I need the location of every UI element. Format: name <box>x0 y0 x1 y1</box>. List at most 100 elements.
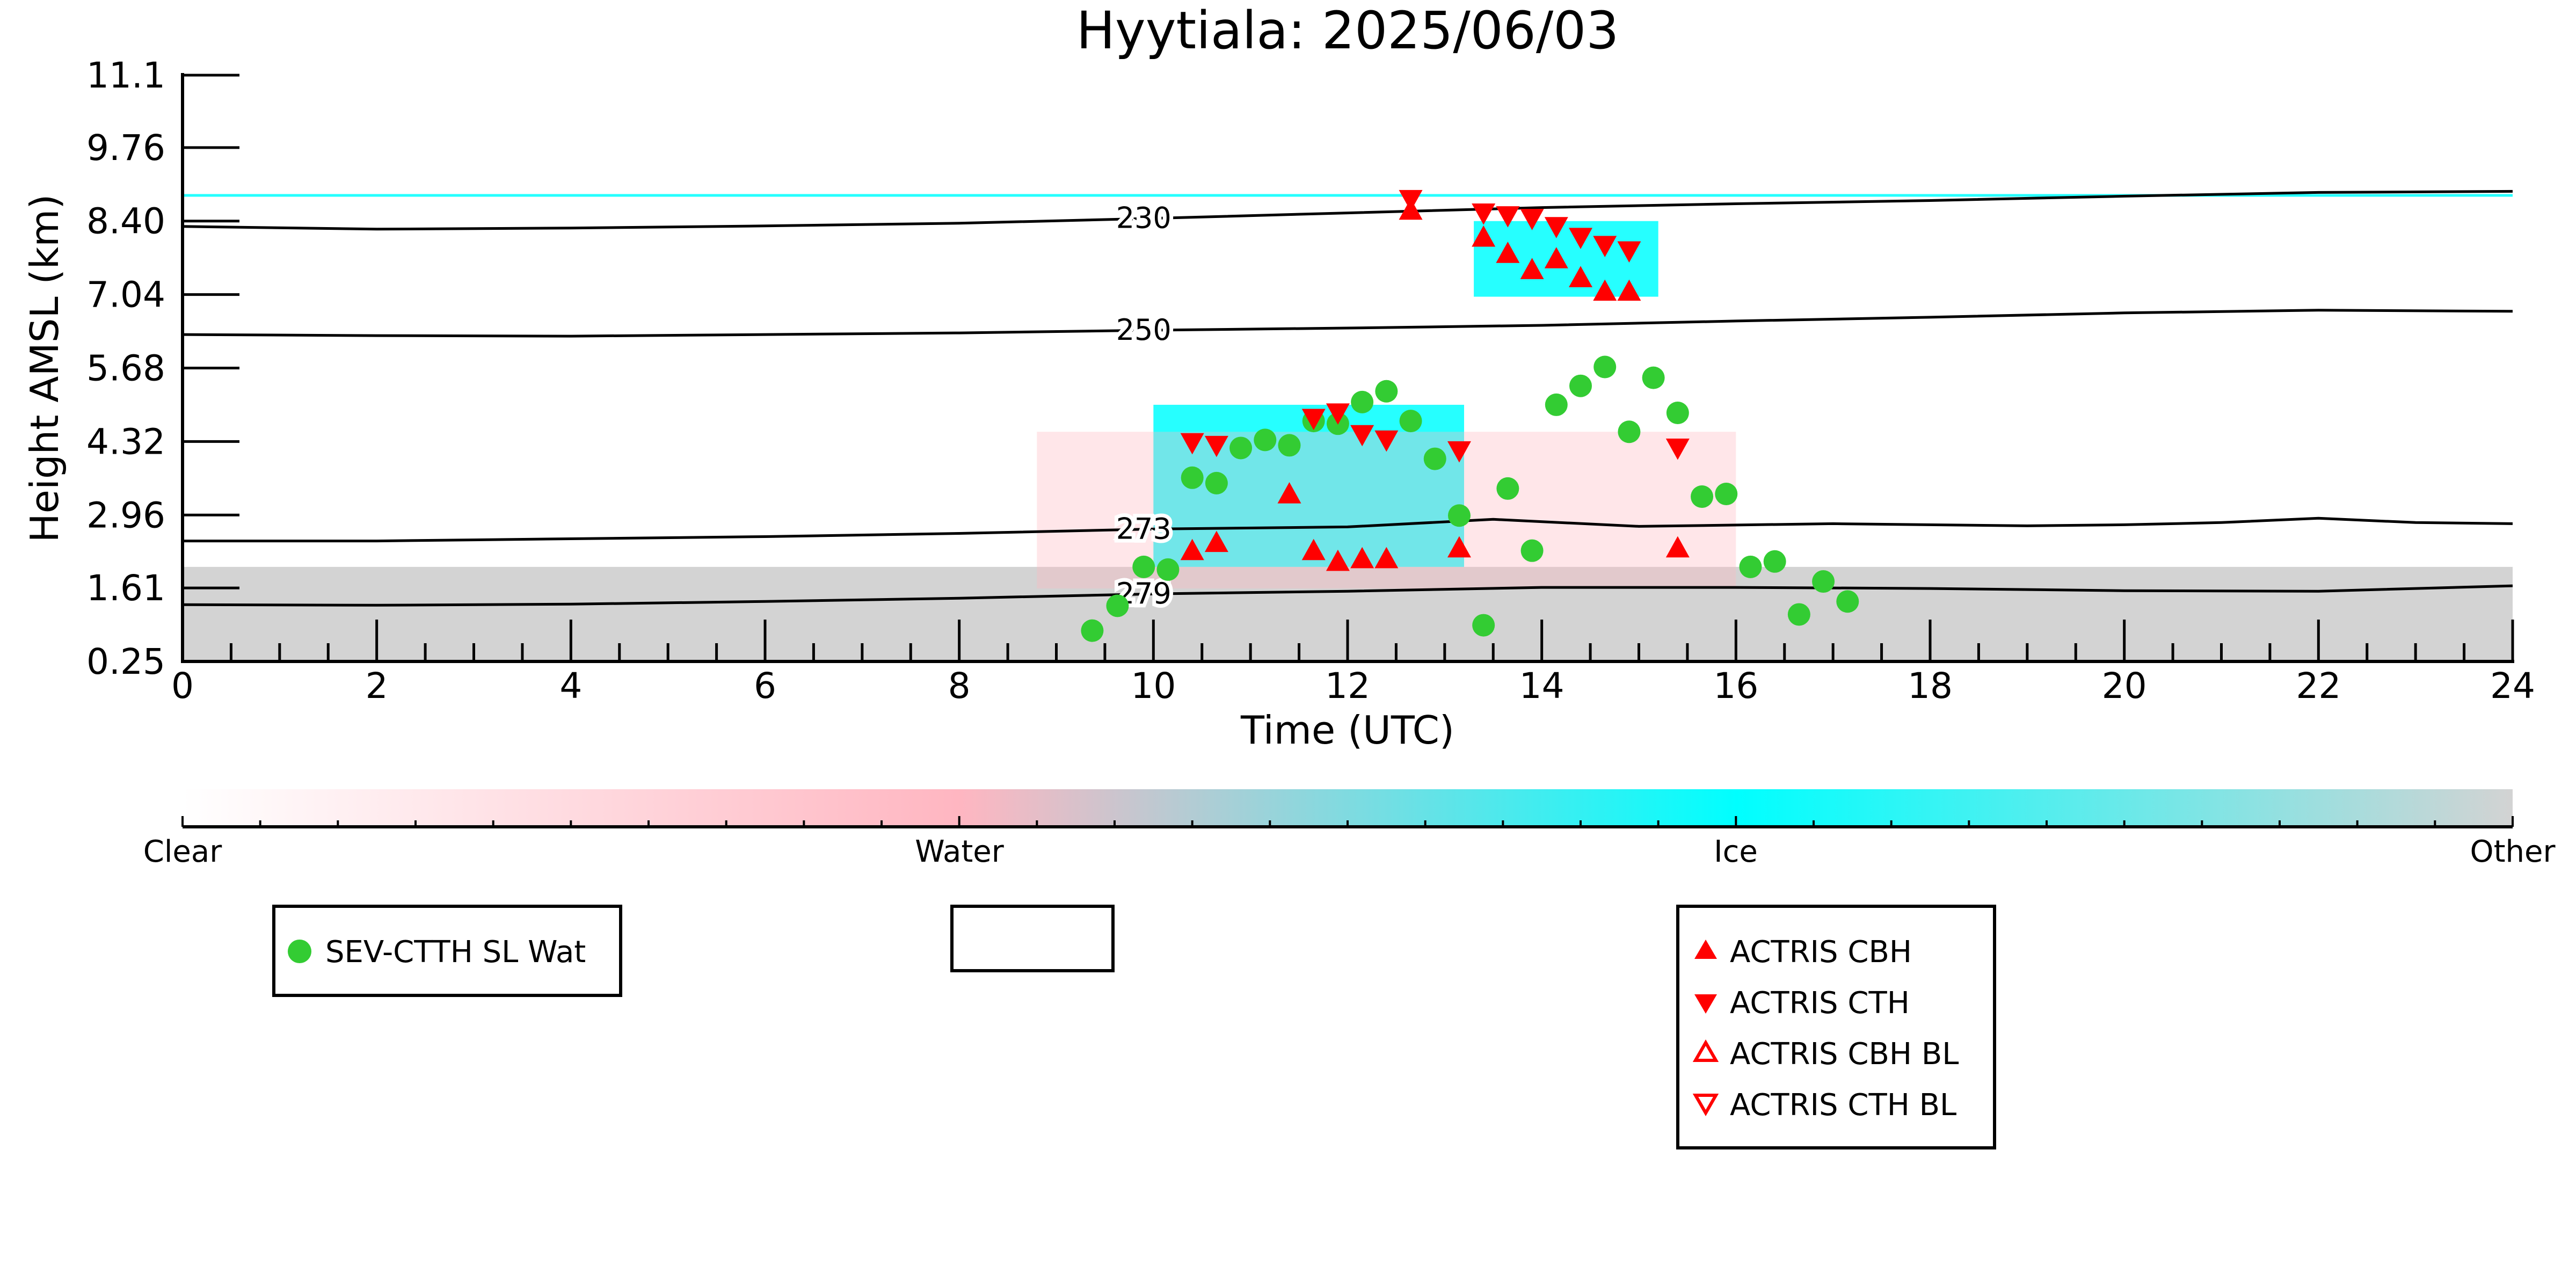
x-tick-label-14: 14 <box>1519 665 1564 707</box>
marker-sev-ctth-sl-wat-11 <box>1351 390 1374 413</box>
marker-sev-ctth-sl-wat-14 <box>1423 447 1446 470</box>
legend-empty <box>950 905 1115 972</box>
colorbar-label-water: Water <box>915 834 1005 869</box>
marker-actris-cth-7 <box>1447 441 1471 463</box>
legend-marker-sev-ctth <box>288 940 311 963</box>
y-tick-label-5: 7.04 <box>86 274 165 316</box>
marker-actris-cth-14 <box>1617 241 1641 263</box>
x-tick-label-12: 12 <box>1325 665 1370 707</box>
marker-sev-ctth-sl-wat-16 <box>1472 614 1495 637</box>
marker-sev-ctth-sl-wat-20 <box>1569 374 1592 397</box>
marker-actris-cth-10 <box>1520 209 1544 230</box>
marker-sev-ctth-sl-wat-18 <box>1520 539 1544 562</box>
y-tick-label-3: 4.32 <box>86 421 165 462</box>
marker-actris-cbh-13 <box>1569 266 1592 288</box>
legend-marker-actris-cth <box>1694 994 1717 1014</box>
marker-sev-ctth-sl-wat-13 <box>1399 410 1422 433</box>
legend-label-actris-cbh-bl: ACTRIS CBH BL <box>1730 1037 1959 1072</box>
marker-actris-cth-4 <box>1350 425 1374 447</box>
y-tick-label-1: 1.61 <box>86 567 165 609</box>
marker-sev-ctth-sl-wat-8 <box>1278 434 1301 457</box>
legend-empty-frame <box>950 905 1115 972</box>
legend-marker-actris-cbh-bl <box>1692 1039 1719 1062</box>
chart-title: Hyytiala: 2025/06/03 <box>1076 1 1619 61</box>
x-tick-label-10: 10 <box>1131 665 1176 707</box>
legend-marker-actris-cbh <box>1694 940 1717 959</box>
colorbar-ticks <box>181 816 2514 827</box>
marker-sev-ctth-sl-wat-5 <box>1205 471 1228 494</box>
marker-sev-ctth-sl-wat-17 <box>1496 477 1519 500</box>
legend-label-actris-cth-bl: ACTRIS CTH BL <box>1730 1088 1956 1123</box>
marker-actris-cbh-3 <box>1301 539 1326 561</box>
contour-label-273: 273 <box>1116 512 1171 545</box>
marker-actris-cbh-2 <box>1277 482 1301 504</box>
marker-actris-cbh-0 <box>1180 539 1204 561</box>
x-tick-label-2: 2 <box>366 665 388 707</box>
x-tick-label-16: 16 <box>1713 665 1758 707</box>
marker-sev-ctth-sl-wat-0 <box>1081 619 1104 642</box>
marker-actris-cth-2 <box>1301 409 1326 431</box>
axes: 0 2 4 6 8 10 12 14 16 18 20 22 240.251.612.964.325.6… <box>86 55 2535 707</box>
marker-actris-cbh-10 <box>1496 242 1520 263</box>
x-tick-label-4: 4 <box>559 665 582 707</box>
marker-actris-cbh-15 <box>1617 279 1641 301</box>
legend-label-actris-cth: ACTRIS CTH <box>1730 986 1910 1021</box>
marker-actris-cbh-5 <box>1350 547 1374 569</box>
marker-actris-cbh-9 <box>1472 225 1496 247</box>
marker-sev-ctth-sl-wat-26 <box>1715 483 1738 505</box>
y-tick-label-2: 2.96 <box>86 494 165 536</box>
marker-sev-ctth-sl-wat-1 <box>1106 594 1129 617</box>
contour-line-273 <box>183 516 2513 543</box>
legend-satellite-frame <box>272 905 622 997</box>
x-tick-label-20: 20 <box>2102 665 2147 707</box>
marker-sev-ctth-sl-wat-31 <box>1836 590 1859 613</box>
legend-actris: ACTRIS CBH ACTRIS CTH ACTRIS CBH BL ACTR… <box>1676 905 1996 1149</box>
marker-sev-ctth-sl-wat-30 <box>1812 570 1835 593</box>
x-tick-label-8: 8 <box>948 665 971 707</box>
marker-sev-ctth-sl-wat-28 <box>1763 550 1786 573</box>
legend-label-actris-cbh: ACTRIS CBH <box>1730 935 1912 970</box>
x-tick-label-22: 22 <box>2296 665 2341 707</box>
marker-actris-cbh-16 <box>1665 536 1690 558</box>
marker-sev-ctth-sl-wat-2 <box>1132 555 1155 578</box>
marker-actris-cbh-6 <box>1374 547 1399 569</box>
marker-actris-cth-5 <box>1374 430 1399 452</box>
contour-line-279 <box>183 584 2513 607</box>
contour-label-230: 230 <box>1116 201 1171 235</box>
classification-colorbar: Clear Water Ice Other <box>143 789 2556 869</box>
marker-actris-cth-0 <box>1180 433 1204 455</box>
marker-actris-cbh-1 <box>1204 530 1228 552</box>
y-tick-label-0: 0.25 <box>86 641 165 682</box>
marker-actris-cth-11 <box>1544 217 1568 238</box>
marker-sev-ctth-sl-wat-24 <box>1666 402 1689 425</box>
marker-actris-cth-12 <box>1569 228 1592 249</box>
marker-actris-cbh-11 <box>1520 258 1544 279</box>
marker-sev-ctth-sl-wat-22 <box>1618 420 1641 443</box>
region-ice-3 <box>183 194 2513 197</box>
marker-actris-cbh-14 <box>1593 279 1617 301</box>
marker-sev-ctth-sl-wat-4 <box>1181 466 1204 489</box>
marker-actris-cth-13 <box>1593 236 1617 258</box>
x-tick-label-0: 0 <box>171 665 194 707</box>
contour-label-250: 250 <box>1116 313 1171 347</box>
x-tick-label-6: 6 <box>754 665 776 707</box>
marker-actris-cth-3 <box>1326 403 1350 425</box>
marker-sev-ctth-sl-wat-3 <box>1156 558 1180 581</box>
marker-actris-cth-9 <box>1496 206 1520 228</box>
marker-actris-cbh-8 <box>1447 536 1471 558</box>
contour-line-250 <box>183 309 2513 338</box>
legend-satellite: SEV-CTTH SL Wat <box>272 905 622 997</box>
marker-sev-ctth-sl-wat-12 <box>1375 380 1398 403</box>
y-tick-label-4: 5.68 <box>86 347 165 389</box>
marker-actris-cth-15 <box>1665 438 1690 460</box>
y-tick-label-6: 8.40 <box>86 201 165 242</box>
marker-sev-ctth-sl-wat-15 <box>1447 504 1471 527</box>
marker-actris-cth-8 <box>1472 203 1496 225</box>
y-axis-label: Height AMSL (km) <box>22 194 67 543</box>
legend-actris-frame <box>1676 905 1996 1149</box>
marker-actris-cbh-4 <box>1326 549 1350 571</box>
marker-sev-ctth-sl-wat-23 <box>1642 366 1665 389</box>
marker-sev-ctth-sl-wat-7 <box>1254 428 1277 452</box>
